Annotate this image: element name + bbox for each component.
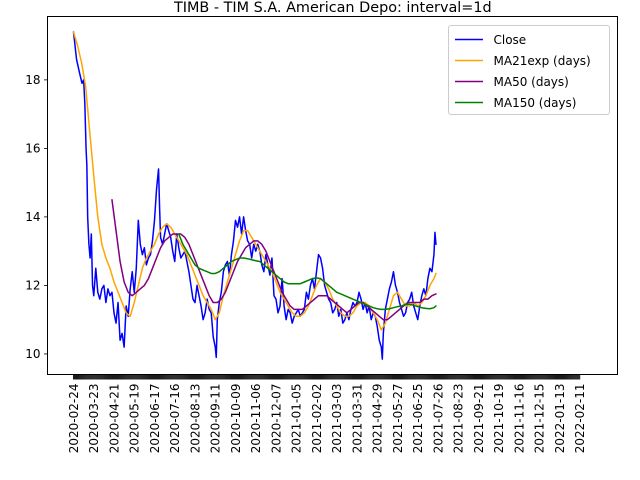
x-tick-label: 2020-11-06 [249,384,263,454]
series-line-3 [178,233,437,311]
x-tick-label: 2020-02-24 [67,384,81,454]
x-tick-label: 2020-10-09 [229,384,243,454]
x-tick-label: 2021-06-25 [411,384,425,454]
y-tick-label: 16 [25,142,40,156]
x-tick-label: 2021-05-27 [391,384,405,454]
legend-label-2: MA50 (days) [494,75,569,89]
x-tick-label: 2020-12-07 [269,384,283,454]
x-tick-label: 2021-03-31 [350,384,364,454]
x-tick-label: 2020-03-23 [87,384,101,454]
y-tick-label: 18 [25,73,40,87]
x-tick-label: 2021-02-02 [310,384,324,454]
x-tick-label: 2021-09-21 [472,384,486,454]
series-layer [72,31,437,360]
x-tick-label: 2020-07-16 [168,384,182,454]
x-axis: 2020-02-24 2020-03-23 2020-04-21 2020-05-19… [67,374,587,454]
legend-label-0: Close [494,33,527,47]
x-tick-label: 2020-06-17 [148,384,162,454]
x-tick-label: 2021-10-19 [492,384,506,454]
legend-label-3: MA150 (days) [494,96,577,110]
x-tick-label: 2022-02-11 [573,384,587,454]
legend-box [448,25,610,115]
series-line-1 [72,31,437,331]
x-tick-label: 2021-12-15 [533,384,547,454]
x-tick-label: 2021-11-16 [512,384,526,454]
x-tick-label: 2021-03-03 [330,384,344,454]
x-tick-label: 2021-07-26 [431,384,445,454]
y-tick-label: 10 [25,347,40,361]
x-tick-label: 2021-01-05 [290,384,304,454]
legend: Close MA21exp (days) MA50 (days) MA150 (day… [448,25,610,115]
chart-title: TIMB - TIM S.A. American Depo: interval=… [173,0,492,16]
series-line-0 [72,31,437,360]
legend-label-1: MA21exp (days) [494,54,591,68]
x-tick-label: 2022-01-13 [553,384,567,454]
x-tick-label: 2021-04-29 [371,384,385,454]
x-tick-label: 2020-08-13 [188,384,202,454]
series-line-2 [111,199,437,321]
x-tick-label: 2020-05-19 [128,384,142,454]
y-tick-label: 14 [25,210,40,224]
y-axis: 10 12 14 16 18 [25,73,48,361]
y-tick-label: 12 [25,279,40,293]
x-tick-label: 2020-09-11 [209,384,223,454]
x-tick-label: 2020-04-21 [107,384,121,454]
x-tick-label: 2021-08-23 [452,384,466,454]
